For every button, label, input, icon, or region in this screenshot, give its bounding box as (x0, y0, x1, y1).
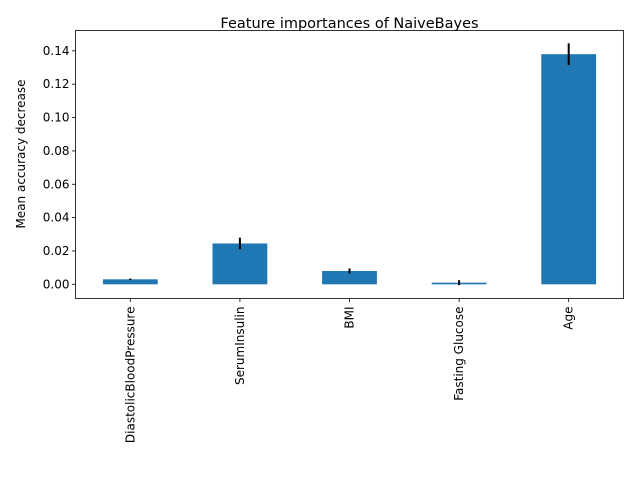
bar (102, 279, 158, 285)
y-tick-label: 0.12 (43, 77, 70, 91)
bars (102, 54, 597, 285)
y-tick-label: 0.04 (43, 211, 70, 225)
y-tick-label: 0.00 (43, 277, 70, 291)
plot-frame (75, 30, 624, 299)
x-tick-label: SerumInsulin (233, 307, 247, 386)
bar (322, 270, 377, 285)
y-tick-label: 0.08 (43, 144, 70, 158)
x-tick-label: BMI (343, 307, 357, 329)
x-axis-ticks: DiastolicBloodPressure SerumInsulin BMI Fas… (123, 298, 576, 444)
y-tick-label: 0.14 (43, 44, 70, 58)
chart-title: Feature importances of NaiveBayes (220, 16, 478, 32)
bar (541, 54, 597, 285)
y-tick-label: 0.02 (43, 244, 70, 258)
y-axis-label: Mean accuracy decrease (14, 79, 28, 228)
y-tick-label: 0.10 (43, 111, 70, 125)
x-tick-label: Age (562, 307, 576, 330)
bar (212, 243, 268, 285)
x-tick-label: Fasting Glucose (452, 307, 466, 401)
x-tick-label: DiastolicBloodPressure (123, 307, 137, 444)
y-tick-label: 0.06 (43, 177, 70, 191)
error-bars (129, 43, 570, 286)
y-axis-ticks: 0.00 0.02 0.04 0.06 0.08 0.10 0.12 0.14 (43, 44, 76, 291)
